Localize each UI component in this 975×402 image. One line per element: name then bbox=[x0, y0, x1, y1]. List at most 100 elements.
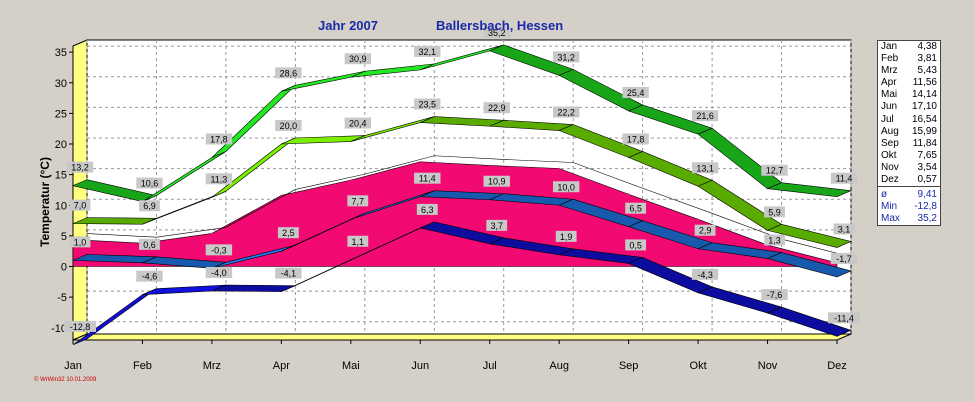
legend-stat-2-label: Max bbox=[881, 213, 900, 225]
series-3-label-11: -1,7 bbox=[836, 254, 852, 264]
x-tick-label-7: Aug bbox=[549, 360, 569, 372]
series-3-label-9: 2,9 bbox=[699, 226, 712, 236]
y-tick-label-0: 35 bbox=[55, 47, 67, 59]
legend-month-9-label: Okt bbox=[881, 149, 897, 161]
series-4-label-7: 1,9 bbox=[560, 232, 573, 242]
series-0-label-7: 31,2 bbox=[557, 52, 575, 62]
series-1-label-bg-11 bbox=[833, 223, 855, 235]
series-4-label-2: -4,0 bbox=[211, 268, 227, 278]
legend-month-1-value: 3,81 bbox=[917, 53, 937, 65]
y-tick-label-5: 10 bbox=[55, 200, 67, 212]
series-0-label-1: 10,6 bbox=[141, 179, 159, 189]
series-2-point-3 bbox=[280, 194, 283, 197]
series-4-label-bg-0 bbox=[64, 320, 96, 332]
series-1-label-bg-3 bbox=[275, 120, 302, 131]
series-4-label-bg-7 bbox=[555, 230, 577, 242]
series-1-label-9: 13,1 bbox=[696, 163, 714, 173]
x-tick-label-0: Jan bbox=[64, 360, 82, 372]
series-3-label-bg-2 bbox=[205, 244, 233, 256]
series-0-label-bg-6 bbox=[483, 26, 510, 38]
legend-month-11-value: 0,57 bbox=[917, 174, 937, 186]
series-0-label-3: 28,6 bbox=[280, 68, 298, 78]
series-4-label-11: -11,4 bbox=[834, 313, 854, 323]
series-1-label-bg-6 bbox=[483, 102, 510, 114]
series-1-label-bg-1 bbox=[139, 200, 160, 212]
series-4-label-bg-2 bbox=[205, 267, 233, 278]
x-tick-label-6: Jul bbox=[483, 360, 497, 372]
series-2-point-6 bbox=[488, 164, 491, 167]
legend-month-8-label: Sep bbox=[881, 137, 899, 149]
series-1-label-bg-7 bbox=[552, 106, 580, 118]
series-0-label-10: 12,7 bbox=[766, 166, 784, 176]
series-3-label-bg-7 bbox=[552, 181, 580, 193]
series-1-label-8: 17,8 bbox=[627, 134, 645, 144]
legend-month-2-label: Mrz bbox=[881, 65, 898, 77]
legend-month-6-label: Jul bbox=[881, 113, 894, 125]
x-tick-label-4: Mai bbox=[342, 360, 360, 372]
legend-month-6: Jul 16,54 bbox=[878, 114, 940, 126]
legend-month-2: Mrz 5,43 bbox=[878, 65, 940, 77]
series-0-label-bg-1 bbox=[136, 177, 163, 189]
series-0-label-2: 17,8 bbox=[210, 134, 228, 144]
series-1-label-bg-10 bbox=[764, 206, 785, 218]
legend-month-5-label: Jun bbox=[881, 101, 898, 113]
series-4-label-bg-4 bbox=[347, 235, 369, 247]
series-4-label-bg-11 bbox=[828, 312, 860, 324]
plot-left-wall bbox=[72, 39, 88, 341]
legend-month-7-value: 15,99 bbox=[911, 125, 937, 137]
series-4-label-4: 1,1 bbox=[352, 237, 365, 247]
series-0-label-9: 21,6 bbox=[696, 111, 714, 121]
legend-month-7: Aug 15,99 bbox=[878, 126, 940, 138]
series-0-label-bg-3 bbox=[275, 67, 302, 79]
legend-month-2-value: 5,43 bbox=[917, 65, 937, 77]
legend-month-8: Sep 11,84 bbox=[878, 138, 940, 150]
series-0-label-6: 35,2 bbox=[488, 28, 506, 38]
series-2-point-4 bbox=[350, 179, 352, 181]
legend-month-11-label: Dez bbox=[881, 174, 899, 186]
series-0-label-4: 30,9 bbox=[349, 54, 367, 64]
series-4-label-1: -4,6 bbox=[142, 272, 158, 282]
series-3-label-10: 1,3 bbox=[768, 236, 781, 246]
series-2-point-9 bbox=[697, 218, 699, 221]
series-4-label-bg-8 bbox=[625, 239, 647, 251]
series-3-label-4: 7,7 bbox=[352, 196, 365, 206]
series-0-label-bg-0 bbox=[66, 161, 94, 173]
legend-month-0: Jan 4,38 bbox=[878, 41, 940, 53]
series-3-label-5: 11,4 bbox=[419, 174, 436, 184]
series-4-label-bg-5 bbox=[416, 203, 438, 215]
series-0-label-8: 25,4 bbox=[627, 88, 645, 98]
legend-month-10-label: Nov bbox=[881, 161, 899, 173]
legend-month-9-value: 7,65 bbox=[917, 149, 937, 161]
y-tick-label-3: 20 bbox=[55, 139, 67, 151]
legend-month-10-value: 3,54 bbox=[917, 161, 937, 173]
legend-month-1-label: Feb bbox=[881, 53, 899, 65]
legend-month-4-label: Mai bbox=[881, 89, 898, 101]
series-1-label-bg-8 bbox=[622, 133, 649, 145]
series-4-label-3: -4,1 bbox=[281, 269, 297, 279]
series-4-label-10: -7,6 bbox=[767, 290, 783, 300]
legend-month-10: Nov 3,54 bbox=[878, 162, 940, 174]
legend-stat-0: ø 9,41 bbox=[878, 189, 940, 201]
series-0-label-bg-7 bbox=[552, 51, 580, 63]
series-1-label-bg-4 bbox=[344, 117, 372, 129]
legend-month-6-value: 16,54 bbox=[911, 113, 937, 125]
series-1-label-1: 6,9 bbox=[143, 201, 156, 211]
legend-month-5-value: 17,10 bbox=[911, 101, 937, 113]
series-3-label-bg-3 bbox=[277, 227, 299, 239]
series-0-label-11: 11,4 bbox=[836, 174, 853, 184]
series-1-segment-10 bbox=[766, 224, 852, 248]
legend-month-9: Okt 7,65 bbox=[878, 150, 940, 162]
series-3-label-6: 10,9 bbox=[488, 177, 506, 187]
series-3-label-bg-6 bbox=[483, 175, 510, 187]
series-2-point-7 bbox=[558, 167, 560, 170]
legend-stat-0-value: 9,41 bbox=[917, 189, 937, 201]
y-tick-label-2: 25 bbox=[55, 108, 67, 120]
series-2-point-2 bbox=[211, 232, 213, 235]
y-tick-label-1: 30 bbox=[55, 78, 67, 90]
series-4-label-9: -4,3 bbox=[697, 270, 713, 280]
series-0-label-bg-10 bbox=[761, 164, 788, 176]
series-3-label-bg-9 bbox=[694, 224, 716, 236]
series-3-label-8: 6,5 bbox=[629, 204, 642, 214]
x-tick-label-11: Dez bbox=[827, 360, 847, 372]
